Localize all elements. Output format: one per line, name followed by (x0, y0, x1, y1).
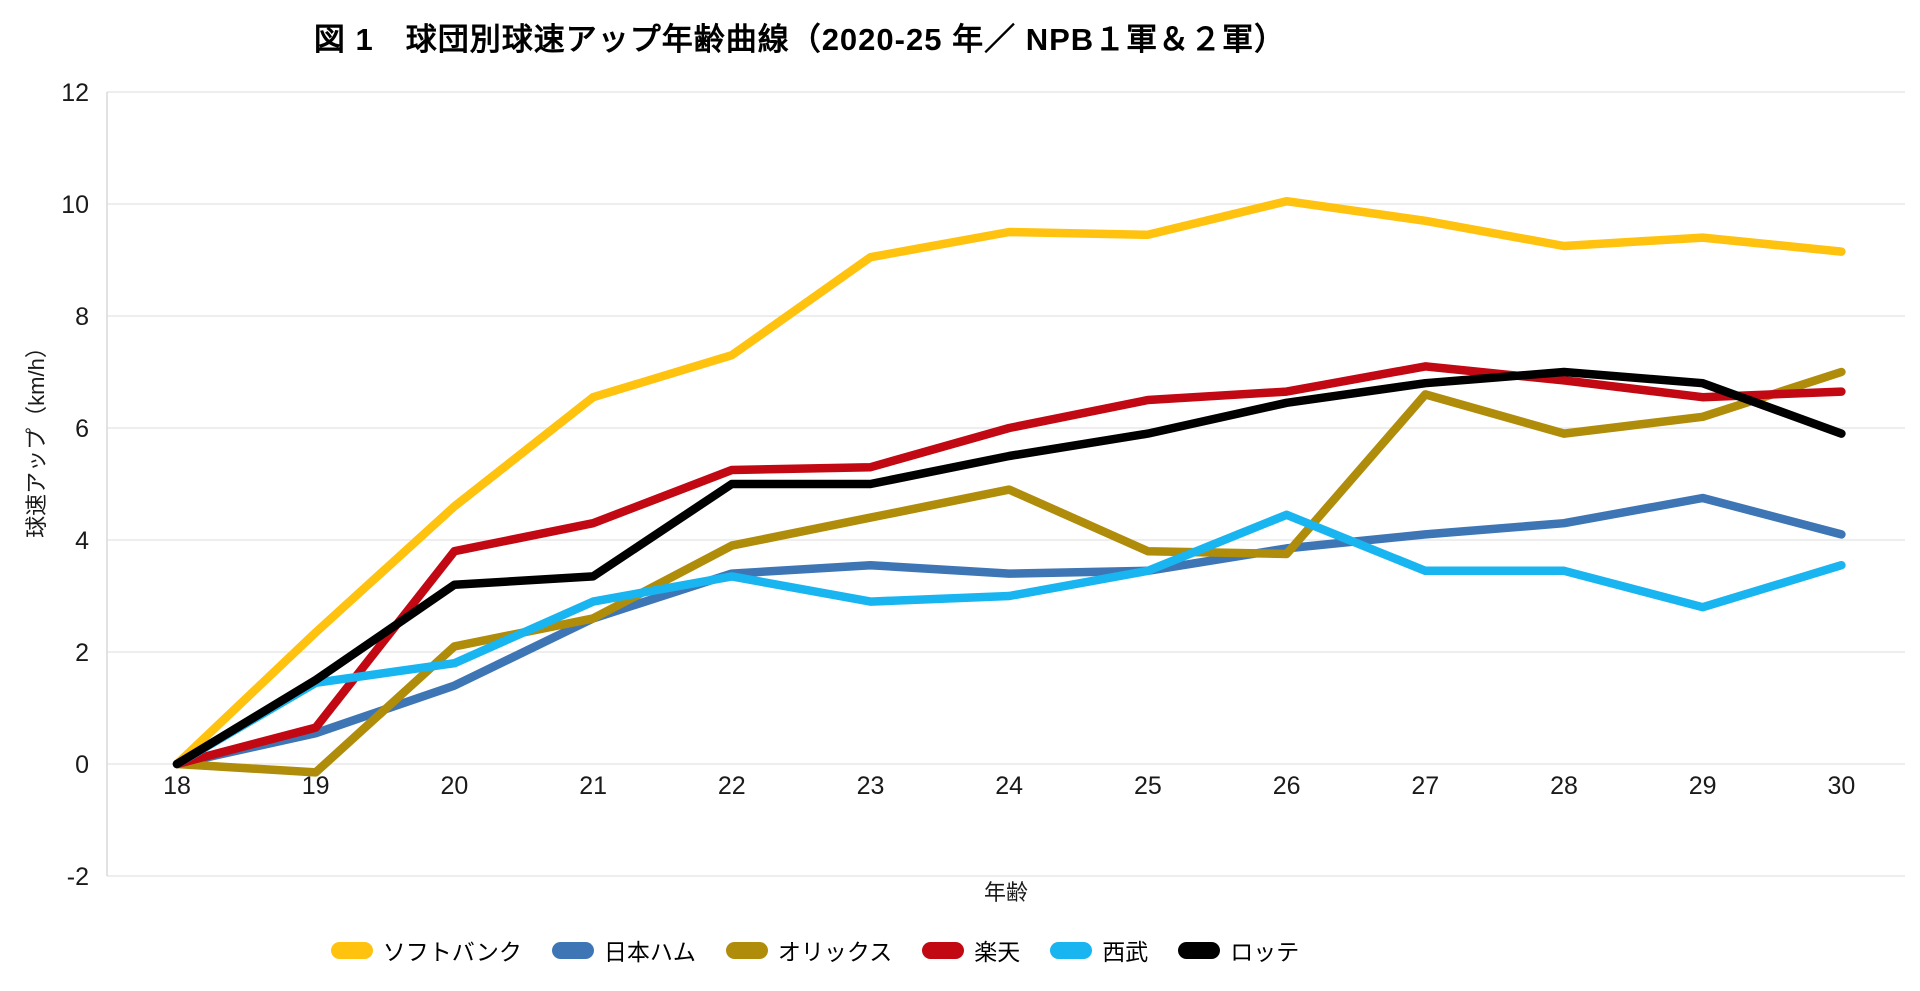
series-line-3 (172, 362, 1846, 769)
x-tick-label: 20 (440, 772, 468, 800)
legend-swatch-icon (330, 941, 373, 959)
title-row: 図 1 球団別球速アップ年齢曲線（2020-25 年／ NPB１軍＆２軍） (0, 0, 1600, 62)
x-tick-label: 26 (1273, 772, 1301, 800)
y-tick-label: 6 (75, 415, 89, 443)
legend-item-3: 楽天 (922, 933, 1020, 967)
y-tick-label: 10 (61, 191, 89, 219)
legend-label: 楽天 (974, 939, 1021, 965)
series-line-2 (172, 367, 1846, 777)
y-tick-label: 8 (75, 303, 89, 331)
series-line-0 (172, 196, 1846, 769)
legend-item-2: オリックス (725, 933, 893, 967)
x-tick-label: 23 (857, 772, 885, 800)
y-tick-label: -2 (67, 863, 89, 891)
x-tick-label: 27 (1411, 772, 1439, 800)
legend-item-5: ロッテ (1178, 933, 1299, 967)
y-axis-title: 球速アップ（km/h） (24, 336, 49, 538)
series-line-4 (172, 510, 1846, 769)
legend-item-4: 西武 (1050, 933, 1148, 967)
x-tick-label: 24 (995, 772, 1023, 800)
legend-swatch-icon (1178, 941, 1221, 959)
x-tick-label: 22 (718, 772, 746, 800)
legend-swatch-icon (725, 941, 768, 959)
series-line-5 (172, 367, 1846, 769)
chart-legend: ソフトバンク 日本ハム オリックス 楽天 西武 ロッテ (0, 933, 1630, 967)
x-tick-label: 18 (163, 772, 191, 800)
velocity-age-curve-figure: -2 0 2 4 6 8 10 12 18 19 20 21 22 23 24 25 26 27 28 29 30 年齢球… (0, 62, 1920, 967)
legend-label: ロッテ (1230, 939, 1300, 965)
x-tick-label: 19 (302, 772, 330, 800)
legend-item-1: 日本ハム (551, 933, 696, 967)
x-tick-label: 29 (1689, 772, 1717, 800)
legend-label: 西武 (1102, 939, 1149, 965)
legend-swatch-icon (1050, 941, 1093, 959)
legend-label: オリックス (777, 939, 893, 965)
y-tick-label: 4 (75, 527, 89, 555)
y-tick-label: 2 (75, 639, 89, 667)
x-axis-title: 年齢 (984, 880, 1028, 905)
legend-item-0: ソフトバンク (330, 933, 522, 967)
x-tick-label: 28 (1550, 772, 1578, 800)
y-tick-label: 0 (75, 751, 89, 779)
x-tick-label: 21 (579, 772, 607, 800)
legend-swatch-icon (922, 941, 965, 959)
legend-label: ソフトバンク (382, 939, 522, 965)
x-tick-label: 30 (1827, 772, 1855, 800)
legend-label: 日本ハム (603, 939, 696, 965)
legend-swatch-icon (551, 941, 594, 959)
x-tick-label: 25 (1134, 772, 1162, 800)
chart-title: 図 1 球団別球速アップ年齢曲線（2020-25 年／ NPB１軍＆２軍） (313, 22, 1287, 57)
y-tick-label: 12 (61, 79, 89, 107)
series-line-1 (172, 493, 1846, 769)
